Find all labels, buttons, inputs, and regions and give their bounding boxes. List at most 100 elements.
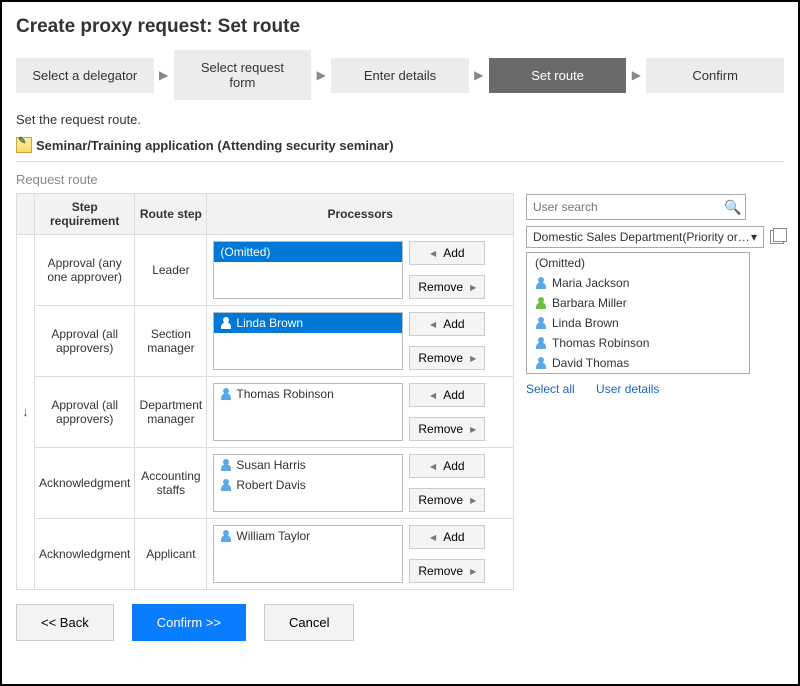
- instruction-text: Set the request route.: [16, 112, 784, 127]
- user-list-item[interactable]: William Taylor: [527, 373, 749, 374]
- step-requirement: Acknowledgment: [35, 519, 135, 590]
- section-label: Request route: [16, 172, 784, 187]
- chevron-right-icon: ▶: [469, 68, 489, 82]
- user-icon: [220, 530, 232, 542]
- user-label: (Omitted): [535, 256, 585, 270]
- add-button[interactable]: Add: [409, 383, 485, 407]
- user-list-item[interactable]: David Thomas: [527, 353, 749, 373]
- add-button[interactable]: Add: [409, 312, 485, 336]
- user-icon: [535, 357, 547, 369]
- user-label: Maria Jackson: [552, 276, 629, 290]
- user-list-item[interactable]: (Omitted): [527, 253, 749, 273]
- form-title-row: Seminar/Training application (Attending …: [16, 137, 784, 153]
- route-step: Applicant: [135, 519, 207, 590]
- remove-button[interactable]: Remove: [409, 488, 485, 512]
- wizard-step[interactable]: Select request form: [174, 50, 312, 100]
- processor-list[interactable]: Susan Harris Robert Davis: [213, 454, 403, 512]
- processor-list[interactable]: (Omitted): [213, 241, 403, 299]
- cancel-button[interactable]: Cancel: [264, 604, 354, 641]
- add-button[interactable]: Add: [409, 241, 485, 265]
- remove-button[interactable]: Remove: [409, 275, 485, 299]
- chevron-down-icon: ▾: [751, 230, 757, 244]
- form-title: Seminar/Training application (Attending …: [36, 138, 394, 153]
- processors-cell: Linda Brown Add Remove: [207, 306, 514, 377]
- add-button[interactable]: Add: [409, 454, 485, 478]
- route-table: Step requirement Route step Processors ↓…: [16, 193, 514, 590]
- document-icon: [16, 137, 32, 153]
- user-label: Barbara Miller: [552, 296, 627, 310]
- divider: [16, 161, 784, 162]
- route-step: Leader: [135, 235, 207, 306]
- user-icon: [535, 297, 547, 309]
- org-picker-icon[interactable]: [770, 230, 784, 244]
- processors-cell: Thomas Robinson Add Remove: [207, 377, 514, 448]
- processor-item[interactable]: Susan Harris: [214, 455, 402, 475]
- processor-item[interactable]: Robert Davis: [214, 475, 402, 495]
- department-select[interactable]: Domestic Sales Department(Priority organ…: [526, 226, 764, 248]
- user-icon: [220, 459, 232, 471]
- user-icon: [535, 277, 547, 289]
- processor-label: Susan Harris: [236, 458, 305, 472]
- department-label: Domestic Sales Department(Priority organ…: [533, 230, 751, 244]
- step-requirement: Approval (any one approver): [35, 235, 135, 306]
- user-icon: [220, 317, 232, 329]
- step-requirement: Approval (all approvers): [35, 377, 135, 448]
- user-icon: [220, 479, 232, 491]
- col-route-step: Route step: [135, 194, 207, 235]
- search-icon[interactable]: 🔍: [721, 199, 745, 216]
- user-list-item[interactable]: Maria Jackson: [527, 273, 749, 293]
- chevron-right-icon: ▶: [311, 68, 331, 82]
- col-step-req: Step requirement: [35, 194, 135, 235]
- processor-item[interactable]: William Taylor: [214, 526, 402, 546]
- chevron-right-icon: ▶: [626, 68, 646, 82]
- remove-button[interactable]: Remove: [409, 559, 485, 583]
- processor-item[interactable]: Thomas Robinson: [214, 384, 402, 404]
- user-list[interactable]: (Omitted) Maria Jackson Barbara Miller Lind…: [526, 252, 750, 374]
- back-button[interactable]: << Back: [16, 604, 114, 641]
- route-step: Accounting staffs: [135, 448, 207, 519]
- wizard-step[interactable]: Set route: [489, 58, 627, 93]
- step-requirement: Approval (all approvers): [35, 306, 135, 377]
- user-icon: [220, 388, 232, 400]
- user-label: Thomas Robinson: [552, 336, 649, 350]
- search-input[interactable]: [527, 200, 721, 214]
- route-step: Department manager: [135, 377, 207, 448]
- user-search[interactable]: 🔍: [526, 194, 746, 220]
- flow-arrow: ↓: [17, 235, 35, 590]
- user-icon: [535, 317, 547, 329]
- processors-cell: Susan Harris Robert Davis Add Remove: [207, 448, 514, 519]
- processors-cell: William Taylor Add Remove: [207, 519, 514, 590]
- wizard-step[interactable]: Confirm: [646, 58, 784, 93]
- processor-item[interactable]: (Omitted): [214, 242, 402, 262]
- user-list-item[interactable]: Linda Brown: [527, 313, 749, 333]
- user-list-item[interactable]: Barbara Miller: [527, 293, 749, 313]
- col-processors: Processors: [207, 194, 514, 235]
- wizard-step[interactable]: Enter details: [331, 58, 469, 93]
- chevron-right-icon: ▶: [154, 68, 174, 82]
- page-title: Create proxy request: Set route: [16, 16, 784, 38]
- user-label: David Thomas: [552, 356, 629, 370]
- confirm-button[interactable]: Confirm >>: [132, 604, 246, 641]
- user-icon: [535, 337, 547, 349]
- remove-button[interactable]: Remove: [409, 346, 485, 370]
- wizard-steps: Select a delegator▶Select request form▶E…: [16, 50, 784, 100]
- remove-button[interactable]: Remove: [409, 417, 485, 441]
- processor-label: William Taylor: [236, 529, 310, 543]
- processor-label: Thomas Robinson: [236, 387, 333, 401]
- processor-list[interactable]: William Taylor: [213, 525, 403, 583]
- user-details-link[interactable]: User details: [596, 382, 659, 396]
- processor-label: (Omitted): [220, 245, 270, 259]
- processors-cell: (Omitted) Add Remove: [207, 235, 514, 306]
- step-requirement: Acknowledgment: [35, 448, 135, 519]
- processor-label: Robert Davis: [236, 478, 305, 492]
- add-button[interactable]: Add: [409, 525, 485, 549]
- arrow-header: [17, 194, 35, 235]
- user-list-item[interactable]: Thomas Robinson: [527, 333, 749, 353]
- processor-label: Linda Brown: [236, 316, 303, 330]
- wizard-step[interactable]: Select a delegator: [16, 58, 154, 93]
- processor-item[interactable]: Linda Brown: [214, 313, 402, 333]
- processor-list[interactable]: Thomas Robinson: [213, 383, 403, 441]
- user-label: Linda Brown: [552, 316, 619, 330]
- select-all-link[interactable]: Select all: [526, 382, 575, 396]
- processor-list[interactable]: Linda Brown: [213, 312, 403, 370]
